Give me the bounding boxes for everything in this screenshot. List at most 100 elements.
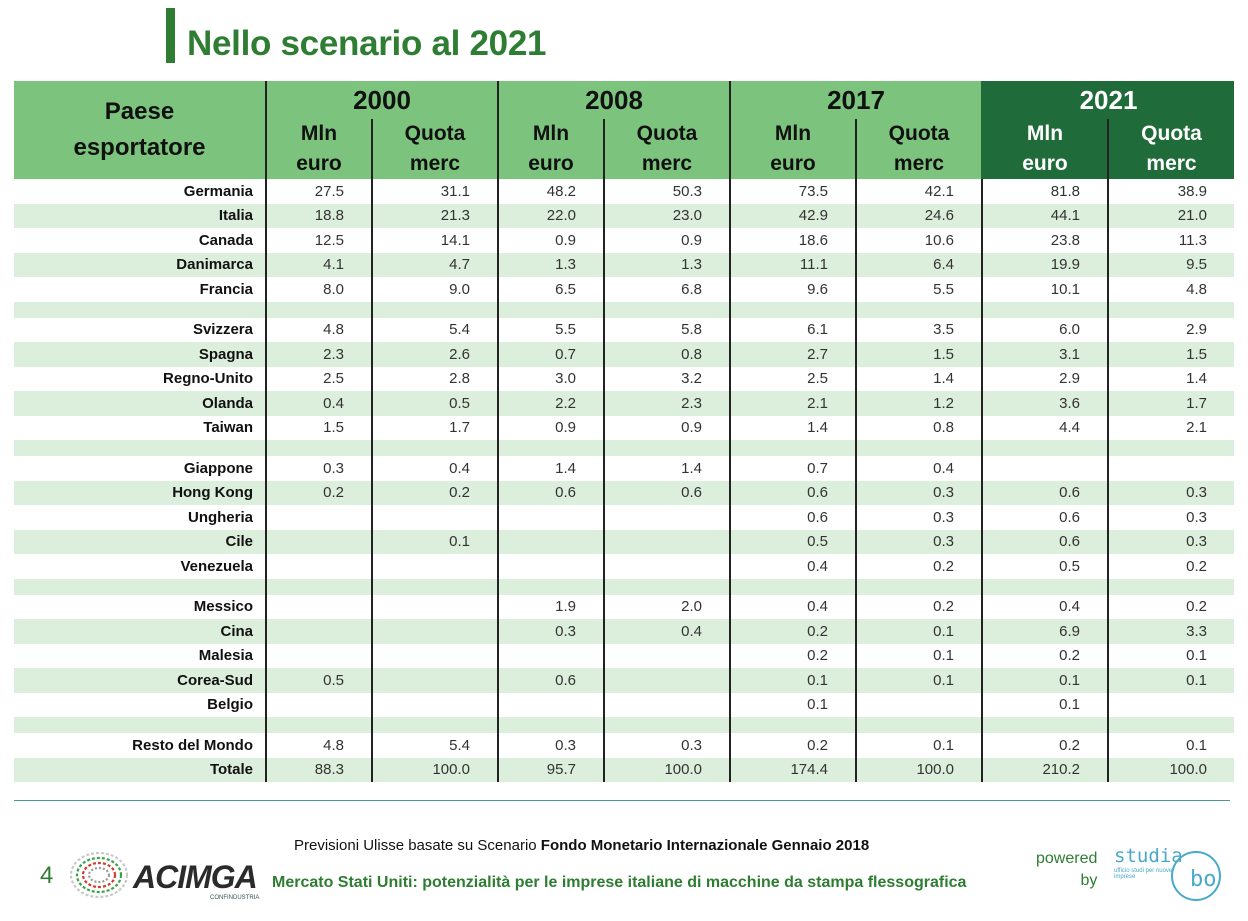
page-title: Nello scenario al 2021: [187, 24, 547, 63]
country-cell: Belgio: [14, 692, 266, 717]
quota-merc-cell: 0.6: [603, 480, 730, 505]
country-cell: Messico: [14, 594, 266, 619]
quota-merc-cell: 0.2: [371, 480, 498, 505]
country-cell: Cile: [14, 529, 266, 554]
country-cell: Italia: [14, 203, 266, 228]
mln-euro-cell: 6.1: [729, 317, 856, 342]
quota-merc-cell: 0.8: [603, 342, 730, 367]
quota-merc-cell: 0.3: [855, 505, 982, 530]
country-cell: Germania: [14, 179, 266, 204]
spacer-row: [14, 578, 1234, 595]
mln-euro-cell: 0.6: [981, 480, 1108, 505]
mln-euro-cell: 2.5: [265, 366, 372, 391]
mln-euro-cell: [497, 529, 604, 554]
mln-euro-cell: 22.0: [497, 203, 604, 228]
mln-euro-cell: [265, 554, 372, 579]
quota-merc-cell: [371, 619, 498, 644]
mln-euro-cell: 73.5: [729, 179, 856, 204]
export-table: Paese esportatore 2000 2008 2017 2021 Mln…: [14, 81, 1234, 782]
quota-merc-cell: 2.3: [603, 391, 730, 416]
studio-bo-text: bo: [1190, 867, 1217, 892]
table-row: Danimarca 4.1 4.7 1.3 1.3 11.1 6.4 19.9 9.5: [14, 252, 1234, 277]
studio-bo-logo-icon: bo: [1171, 851, 1221, 901]
table-row: Olanda 0.4 0.5 2.2 2.3 2.1 1.2 3.6 1.7: [14, 391, 1234, 416]
mln-euro-cell: [497, 505, 604, 530]
quota-merc-cell: 5.5: [855, 277, 982, 302]
spacer-cell: [265, 717, 372, 733]
year-header-2008: 2008: [497, 81, 730, 119]
quota-merc-cell: 0.9: [603, 228, 730, 253]
mln-euro-cell: 0.5: [265, 668, 372, 693]
mln-euro-cell: 0.3: [497, 619, 604, 644]
subheader-quota: Quota merc: [855, 119, 982, 179]
quota-merc-cell: 6.8: [603, 277, 730, 302]
mln-euro-cell: 0.9: [497, 228, 604, 253]
mln-euro-cell: 0.6: [729, 480, 856, 505]
mln-euro-cell: 11.1: [729, 252, 856, 277]
mln-euro-cell: 0.1: [981, 668, 1108, 693]
quota-merc-cell: 1.5: [855, 342, 982, 367]
spacer-cell: [371, 440, 498, 456]
mln-euro-cell: 12.5: [265, 228, 372, 253]
studio-logo-text: studia: [1114, 845, 1183, 867]
quota-merc-cell: 1.4: [1107, 366, 1234, 391]
table-row: Spagna 2.3 2.6 0.7 0.8 2.7 1.5 3.1 1.5: [14, 342, 1234, 367]
source-bold: Fondo Monetario Internazionale Gennaio 2…: [540, 837, 870, 854]
mln-euro-cell: [265, 529, 372, 554]
quota-merc-cell: 1.5: [1107, 342, 1234, 367]
spacer-cell: [265, 440, 372, 456]
mln-euro-cell: 0.4: [265, 391, 372, 416]
powered-by: powered by: [1036, 848, 1097, 892]
quota-merc-cell: 0.1: [1107, 668, 1234, 693]
title-accent-bar: [166, 8, 175, 63]
quota-merc-cell: 0.4: [855, 456, 982, 481]
powered-line1: powered: [1036, 850, 1098, 867]
table-row: Giappone 0.3 0.4 1.4 1.4 0.7 0.4: [14, 456, 1234, 481]
mln-euro-cell: [265, 594, 372, 619]
table-row: Italia 18.8 21.3 22.0 23.0 42.9 24.6 44.1 21.0: [14, 203, 1234, 228]
quota-merc-cell: [603, 668, 730, 693]
mln-euro-cell: 0.4: [981, 594, 1108, 619]
spacer-cell: [981, 717, 1108, 733]
mln-euro-cell: 0.2: [265, 480, 372, 505]
quota-merc-cell: 9.0: [371, 277, 498, 302]
mln-euro-cell: 0.9: [497, 415, 604, 440]
country-cell: Canada: [14, 228, 266, 253]
table-row: Germania 27.5 31.1 48.2 50.3 73.5 42.1 81.8 38.9: [14, 179, 1234, 204]
mln-euro-cell: 0.2: [981, 733, 1108, 758]
spacer-cell: [497, 717, 604, 733]
mln-euro-cell: [497, 554, 604, 579]
quota-merc-cell: 1.7: [1107, 391, 1234, 416]
mln-euro-cell: 1.4: [729, 415, 856, 440]
mln-euro-cell: 0.3: [497, 733, 604, 758]
table-row: Messico 1.9 2.0 0.4 0.2 0.4 0.2: [14, 594, 1234, 619]
spacer-cell: [855, 440, 982, 456]
spacer-cell: [855, 578, 982, 595]
quota-merc-cell: 0.3: [1107, 529, 1234, 554]
mln-euro-cell: 0.2: [729, 619, 856, 644]
quota-merc-cell: 0.2: [855, 594, 982, 619]
mln-euro-cell: 0.6: [729, 505, 856, 530]
quota-merc-cell: 0.1: [1107, 643, 1234, 668]
mln-euro-cell: 0.1: [729, 692, 856, 717]
table-row: Ungheria 0.6 0.3 0.6 0.3: [14, 505, 1234, 530]
mln-euro-cell: 18.6: [729, 228, 856, 253]
table-row: Svizzera 4.8 5.4 5.5 5.8 6.1 3.5 6.0 2.9: [14, 317, 1234, 342]
mln-euro-cell: 0.3: [265, 456, 372, 481]
spacer-cell: [1107, 440, 1234, 456]
powered-line2: by: [1080, 872, 1098, 889]
mln-euro-cell: 0.2: [729, 643, 856, 668]
table-row: Taiwan 1.5 1.7 0.9 0.9 1.4 0.8 4.4 2.1: [14, 415, 1234, 440]
quota-merc-cell: [1107, 456, 1234, 481]
mln-euro-cell: 0.2: [729, 733, 856, 758]
quota-merc-cell: 2.6: [371, 342, 498, 367]
quota-merc-cell: 0.1: [371, 529, 498, 554]
quota-merc-cell: 100.0: [1107, 757, 1234, 782]
quota-merc-cell: 0.3: [1107, 480, 1234, 505]
quota-merc-cell: 0.2: [1107, 594, 1234, 619]
table-row: Cile 0.1 0.5 0.3 0.6 0.3: [14, 529, 1234, 554]
quota-merc-cell: 0.1: [855, 643, 982, 668]
mln-euro-cell: [981, 456, 1108, 481]
quota-merc-cell: 1.7: [371, 415, 498, 440]
spacer-cell: [371, 578, 498, 595]
